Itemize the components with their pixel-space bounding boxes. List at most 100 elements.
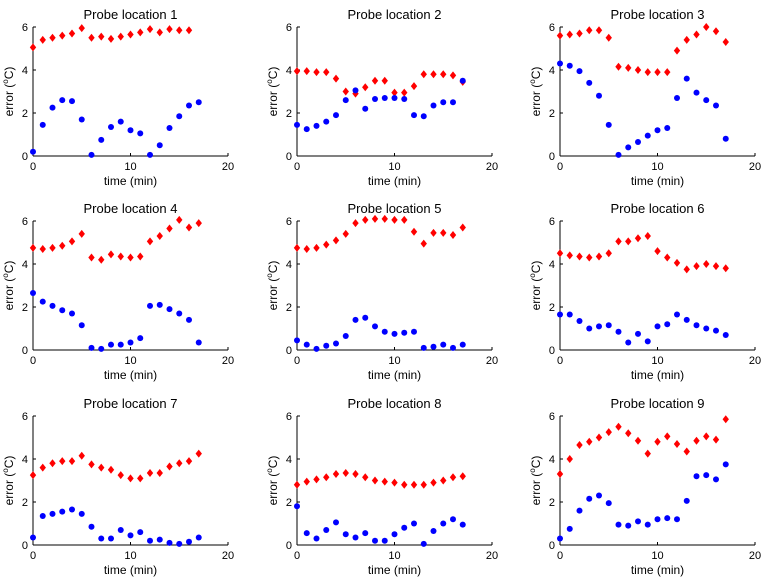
data-point-blue (576, 317, 583, 324)
data-point-red (117, 252, 124, 261)
data-point-red (49, 459, 56, 468)
data-point-red (381, 76, 388, 85)
data-point-red (410, 227, 418, 236)
data-point-blue (683, 75, 690, 82)
data-point-blue (59, 508, 66, 515)
data-point-blue (88, 344, 95, 351)
y-tick-label: 6 (549, 216, 555, 228)
x-tick-label: 20 (749, 355, 761, 367)
data-point-red (146, 237, 154, 246)
data-point-blue (49, 104, 56, 111)
data-point-blue (566, 62, 573, 69)
data-point-red (644, 68, 651, 77)
data-point-red (313, 68, 320, 77)
data-point-red (371, 476, 379, 485)
y-tick-label: 2 (286, 302, 292, 314)
x-axis-label: time (min) (104, 563, 157, 577)
data-point-blue (78, 116, 85, 123)
data-point-blue (39, 298, 46, 305)
data-point-red (693, 262, 700, 271)
data-point-red (712, 262, 720, 271)
data-point-red (185, 223, 193, 232)
data-point-red (440, 228, 447, 237)
y-tick-label: 2 (549, 497, 555, 509)
data-point-blue (411, 112, 417, 119)
x-tick-label: 10 (388, 550, 400, 562)
y-axis-label: error (oC) (265, 456, 280, 506)
data-point-red (313, 243, 320, 252)
y-tick-label: 2 (22, 108, 28, 120)
data-point-blue (59, 307, 66, 314)
data-point-blue (127, 127, 134, 134)
subplot-4: Probe location 4 0 10 20 0 2 4 6 time (min) error… (1, 201, 234, 382)
data-point-red (615, 422, 622, 431)
data-point-red (371, 76, 379, 85)
data-point-blue (713, 476, 719, 483)
data-point-blue (362, 105, 369, 112)
data-point-red (586, 26, 593, 35)
data-point-red (673, 46, 681, 55)
data-point-blue (186, 316, 192, 323)
data-point-blue (625, 144, 632, 151)
plot-title: Probe location 5 (348, 201, 442, 216)
data-point-blue (323, 526, 330, 533)
data-point-red (586, 437, 593, 446)
y-tick-label: 2 (22, 497, 28, 509)
data-point-red (127, 30, 134, 39)
data-point-red (449, 473, 457, 482)
data-point-blue (166, 306, 173, 313)
data-point-red (595, 252, 603, 261)
data-point-red (625, 63, 632, 72)
x-axis-label: time (min) (631, 174, 684, 188)
x-tick-label: 10 (388, 161, 400, 173)
data-point-red (683, 265, 690, 274)
plot-title: Probe location 6 (611, 201, 705, 216)
x-tick-label: 10 (124, 355, 136, 367)
data-point-red (391, 88, 398, 97)
data-point-red (137, 474, 144, 483)
data-point-red (673, 258, 681, 267)
data-point-red (176, 459, 183, 468)
y-tick-label: 6 (22, 216, 28, 228)
data-point-blue (69, 506, 75, 513)
x-axis-label: time (min) (104, 174, 157, 188)
data-point-blue (401, 329, 408, 336)
data-point-blue (88, 151, 95, 158)
data-point-red (146, 468, 154, 477)
y-axis-label: error (oC) (528, 456, 543, 506)
data-point-blue (722, 461, 729, 468)
data-point-blue (635, 139, 641, 146)
data-point-red (293, 480, 301, 489)
data-point-red (342, 87, 349, 96)
data-point-red (332, 74, 340, 83)
data-point-blue (683, 497, 690, 504)
data-point-blue (459, 77, 466, 84)
data-point-red (644, 232, 651, 241)
x-axis-label: time (min) (368, 368, 421, 382)
x-axis-label: time (min) (631, 368, 684, 382)
data-point-red (703, 260, 710, 268)
data-point-blue (147, 151, 153, 158)
data-point-blue (166, 125, 173, 132)
data-point-blue (644, 132, 651, 139)
subplot-9: Probe location 9 0 10 20 0 2 4 6 time (min) error… (528, 396, 761, 577)
data-point-blue (98, 136, 105, 143)
y-axis-label: error (oC) (1, 261, 16, 311)
data-point-red (156, 232, 163, 241)
data-point-blue (342, 531, 349, 538)
data-point-red (185, 457, 193, 466)
data-point-blue (450, 344, 456, 351)
data-point-blue (381, 94, 388, 101)
data-point-blue (420, 113, 427, 120)
data-point-blue (372, 537, 378, 544)
x-tick-label: 10 (124, 550, 136, 562)
data-point-red (586, 253, 593, 262)
data-point-blue (430, 343, 437, 350)
data-point-blue (98, 535, 105, 542)
data-point-red (605, 428, 612, 437)
data-point-blue (420, 540, 427, 547)
data-point-blue (576, 507, 583, 514)
x-tick-label: 0 (294, 550, 300, 562)
data-point-blue (137, 335, 144, 342)
data-point-blue (98, 345, 105, 352)
